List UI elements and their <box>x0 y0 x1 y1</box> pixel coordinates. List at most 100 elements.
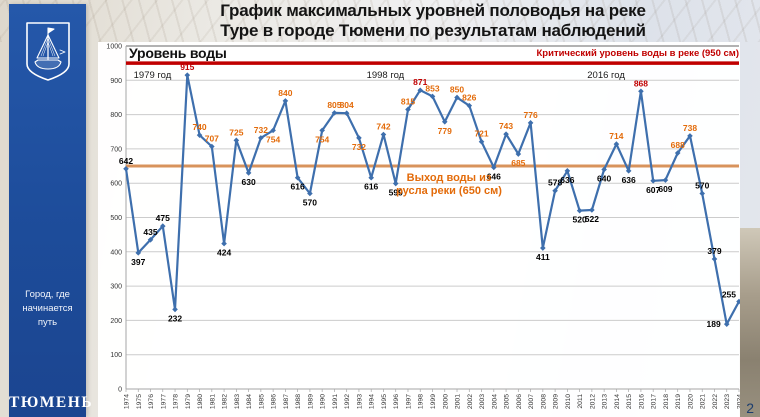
svg-text:732: 732 <box>254 125 268 135</box>
svg-text:2014: 2014 <box>614 394 621 409</box>
svg-text:1984: 1984 <box>246 394 253 409</box>
svg-text:776: 776 <box>523 110 537 120</box>
svg-text:725: 725 <box>229 127 243 137</box>
svg-text:1998: 1998 <box>418 394 425 409</box>
svg-text:400: 400 <box>110 249 122 256</box>
x-axis-ticks <box>125 389 740 392</box>
svg-text:685: 685 <box>511 158 525 168</box>
svg-text:1994: 1994 <box>369 394 376 409</box>
svg-text:1976: 1976 <box>148 394 155 409</box>
svg-text:2005: 2005 <box>504 394 511 409</box>
svg-text:2006: 2006 <box>516 394 523 409</box>
svg-text:646: 646 <box>487 171 501 181</box>
svg-text:0: 0 <box>118 387 122 394</box>
svg-text:570: 570 <box>303 197 317 207</box>
tyumen-coat-of-arms-icon <box>25 22 70 81</box>
svg-text:411: 411 <box>536 252 550 262</box>
svg-text:2015: 2015 <box>626 394 633 409</box>
critical-level-label: Критический уровень воды в реке (950 см) <box>536 48 740 59</box>
svg-text:707: 707 <box>205 133 219 143</box>
svg-text:500: 500 <box>110 215 122 222</box>
svg-text:630: 630 <box>242 177 256 187</box>
svg-text:100: 100 <box>110 352 122 359</box>
svg-text:1985: 1985 <box>258 394 265 409</box>
svg-text:840: 840 <box>278 88 292 98</box>
overflow-label-line-1: Выход воды из <box>406 172 492 184</box>
svg-text:1975: 1975 <box>136 394 143 409</box>
svg-text:2004: 2004 <box>491 394 498 409</box>
flood-level-chart: 0 100 200 300 400 500 600 700 800 900 1000 1974 1975… <box>106 44 741 409</box>
svg-text:2008: 2008 <box>540 394 547 409</box>
chart-panel: 0 100 200 300 400 500 600 700 800 900 1000 1974 1975… <box>98 42 740 417</box>
svg-text:1979: 1979 <box>185 394 192 409</box>
svg-text:1992: 1992 <box>344 394 351 409</box>
svg-text:189: 189 <box>707 319 721 329</box>
svg-text:853: 853 <box>425 83 439 93</box>
page-title: График максимальных уровней половодья на… <box>106 1 760 42</box>
svg-text:2019: 2019 <box>675 394 682 409</box>
svg-text:804: 804 <box>340 100 354 110</box>
svg-text:2016 год: 2016 год <box>587 70 625 81</box>
svg-text:636: 636 <box>560 175 574 185</box>
svg-text:255: 255 <box>722 290 736 300</box>
y-axis-labels: 0 100 200 300 400 500 600 700 800 900 1000 <box>106 44 122 394</box>
svg-text:1974: 1974 <box>124 394 131 409</box>
svg-text:1978: 1978 <box>173 394 180 409</box>
overflow-level-label: Выход воды из русла реки (650 см) <box>396 172 502 198</box>
svg-text:2001: 2001 <box>455 394 462 409</box>
svg-text:2018: 2018 <box>663 394 670 409</box>
svg-text:805: 805 <box>327 100 341 110</box>
svg-text:609: 609 <box>658 184 672 194</box>
background-branches-photo <box>0 0 760 42</box>
svg-text:1979 год: 1979 год <box>134 70 172 81</box>
era-labels: 1979 год 1998 год 2016 год <box>134 70 626 81</box>
svg-text:738: 738 <box>683 123 697 133</box>
svg-text:2024: 2024 <box>737 394 741 409</box>
svg-text:599: 599 <box>389 188 403 198</box>
motto-line-2: начинается <box>22 302 73 314</box>
svg-text:2012: 2012 <box>589 394 596 409</box>
city-name: ТЮМЕНЬ <box>9 394 94 411</box>
overflow-label-line-2: русла реки (650 см) <box>396 185 502 198</box>
svg-text:397: 397 <box>131 257 145 267</box>
svg-text:1990: 1990 <box>320 394 327 409</box>
svg-text:1991: 1991 <box>332 394 339 409</box>
series-line <box>124 74 740 326</box>
svg-text:742: 742 <box>376 121 390 131</box>
svg-text:232: 232 <box>168 313 182 323</box>
svg-text:1982: 1982 <box>222 394 229 409</box>
svg-text:1999: 1999 <box>430 394 437 409</box>
svg-text:1995: 1995 <box>381 394 388 409</box>
svg-text:700: 700 <box>110 146 122 153</box>
page-title-line-1: График максимальных уровней половодья на… <box>220 1 646 20</box>
svg-text:2011: 2011 <box>577 394 584 409</box>
svg-text:300: 300 <box>110 284 122 291</box>
svg-text:714: 714 <box>609 131 623 141</box>
svg-text:868: 868 <box>634 78 648 88</box>
svg-text:815: 815 <box>401 96 415 106</box>
page-title-line-2: Туре в городе Тюмени по результатам набл… <box>220 21 646 41</box>
svg-text:850: 850 <box>450 84 464 94</box>
svg-text:435: 435 <box>143 227 157 237</box>
svg-text:520: 520 <box>573 215 587 225</box>
svg-text:2003: 2003 <box>479 394 486 409</box>
svg-text:721: 721 <box>474 129 488 139</box>
svg-text:754: 754 <box>315 134 329 144</box>
svg-text:2022: 2022 <box>712 394 719 409</box>
svg-text:1980: 1980 <box>197 394 204 409</box>
svg-text:2007: 2007 <box>528 394 535 409</box>
svg-text:616: 616 <box>364 182 378 192</box>
svg-text:1993: 1993 <box>356 394 363 409</box>
sidebar-motto: Город, где начинается путь <box>9 288 86 329</box>
chart-title: Уровень воды <box>129 45 227 61</box>
svg-text:570: 570 <box>695 180 709 190</box>
svg-text:688: 688 <box>671 140 685 150</box>
svg-text:2017: 2017 <box>651 394 658 409</box>
page-number: 2 <box>746 400 754 416</box>
svg-text:1988: 1988 <box>295 394 302 409</box>
background-monument-photo <box>739 228 760 417</box>
svg-text:2010: 2010 <box>565 394 572 409</box>
svg-text:754: 754 <box>266 134 280 144</box>
svg-text:2000: 2000 <box>442 394 449 409</box>
svg-text:2016: 2016 <box>638 394 645 409</box>
